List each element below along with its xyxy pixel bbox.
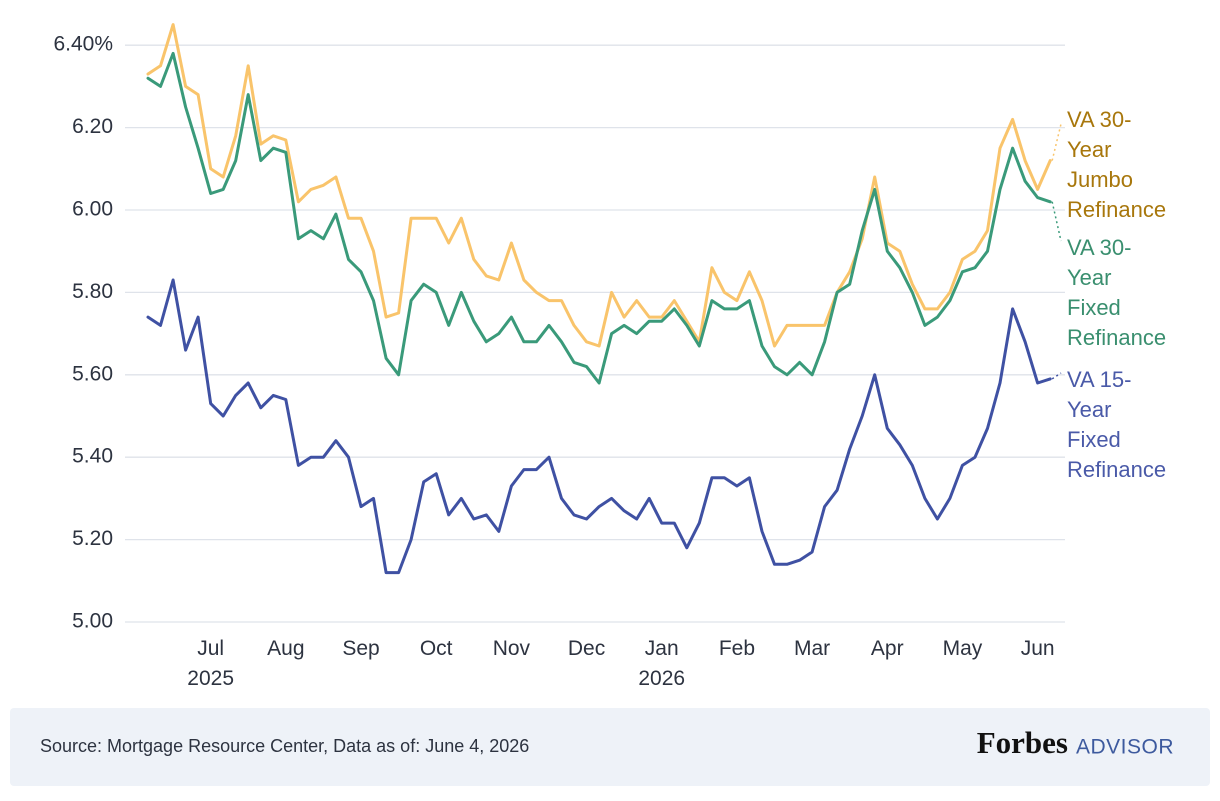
y-tick-label: 5.20 [72,527,113,550]
footer-panel [10,708,1210,786]
x-tick-label: Feb [719,637,755,660]
x-tick-label: Mar [794,637,830,660]
series-line [146,51,1052,385]
y-tick-label: 6.40% [53,33,113,56]
x-tick-label: Jan 2026 [638,637,685,690]
y-tick-label: 6.00 [72,198,113,221]
series-line [146,23,1052,348]
brand-suffix: ADVISOR [1076,736,1174,759]
source-note: Source: Mortgage Resource Center, Data a… [40,736,529,756]
y-tick-label: 5.80 [72,280,113,303]
legend-label: VA 30-Year Jumbo Refinance [1067,107,1166,222]
x-tick-label: Dec [568,637,605,660]
label-leader [1051,201,1062,242]
x-tick-label: Aug [267,637,304,660]
x-tick-label: May [943,637,983,660]
label-leader [1051,372,1062,380]
series-line [146,278,1052,575]
legend-label: VA 15-Year Fixed Refinance [1067,367,1166,482]
y-tick-label: 5.60 [72,362,113,385]
x-tick-label: Jun [1021,637,1055,660]
x-tick-label: Oct [420,637,453,660]
x-tick-label: Apr [871,637,904,660]
x-tick-label: Nov [493,637,531,660]
x-tick-label: Jul 2025 [187,637,234,690]
brand-logo: Forbes [977,725,1068,760]
legend-label: VA 30-Year Fixed Refinance [1067,235,1166,350]
y-tick-label: 6.20 [72,115,113,138]
y-tick-label: 5.40 [72,445,113,468]
y-tick-label: 5.00 [72,610,113,633]
x-tick-label: Sep [342,637,379,660]
label-leader [1051,123,1062,161]
